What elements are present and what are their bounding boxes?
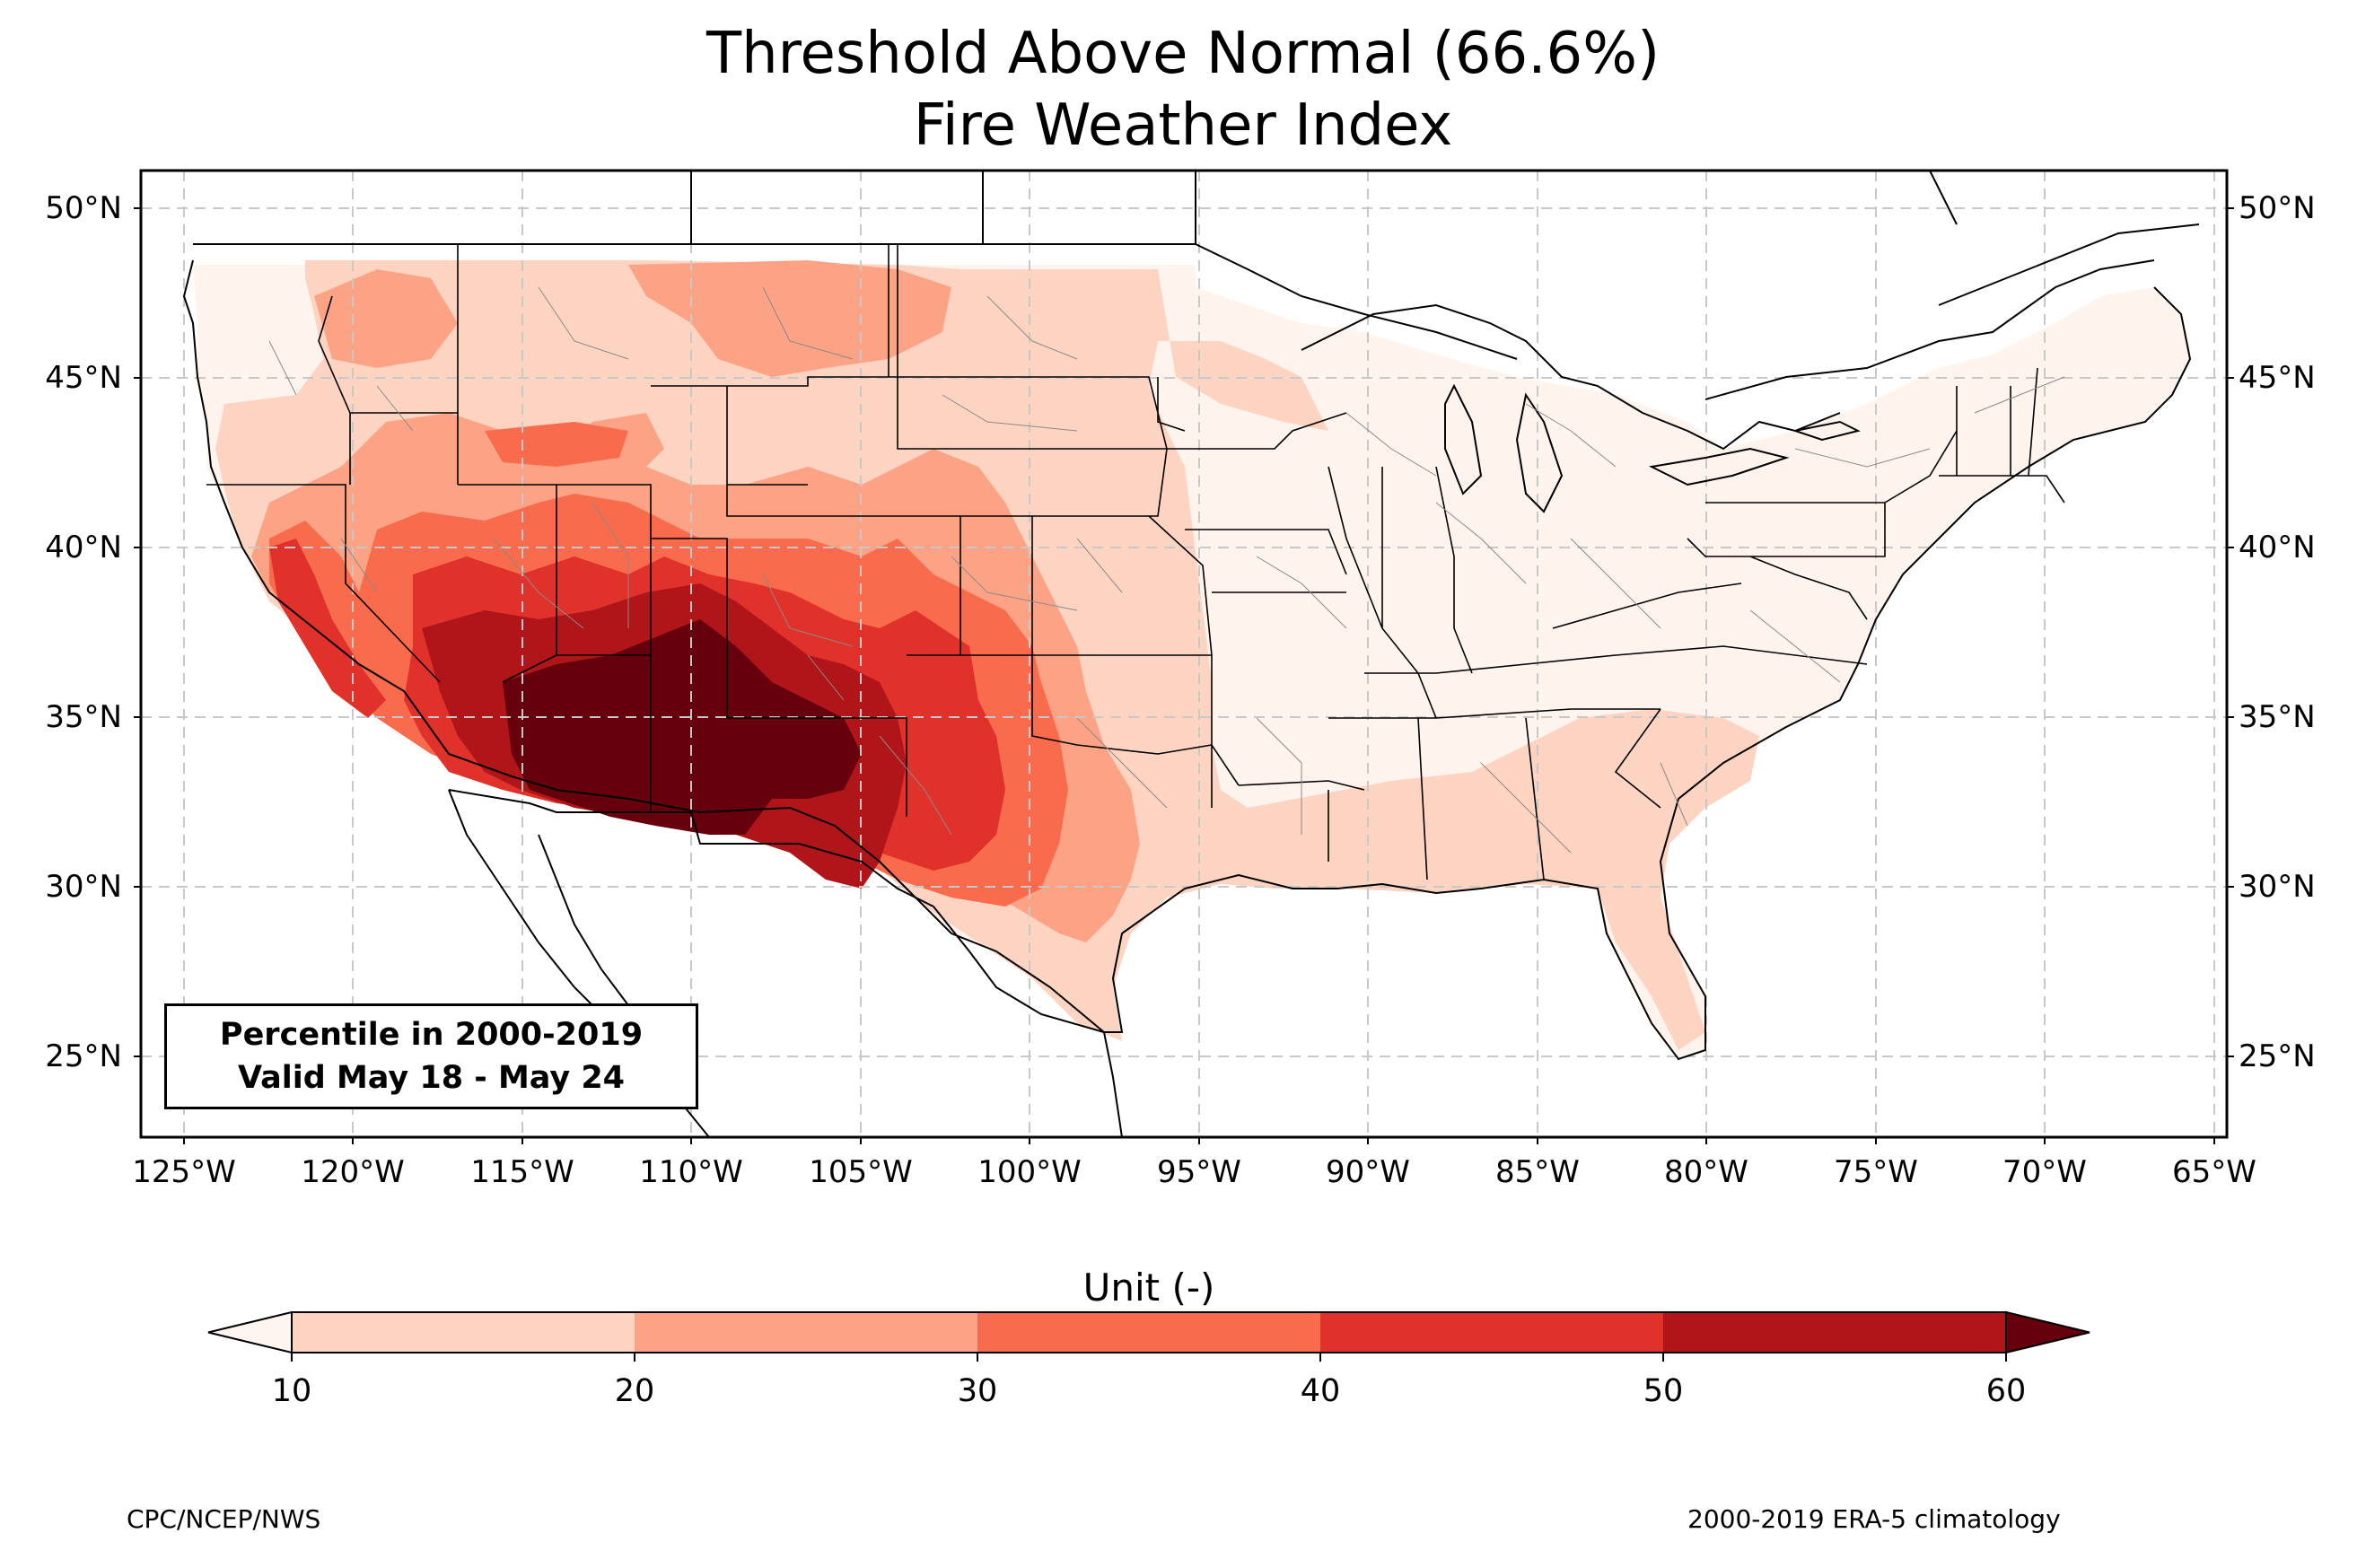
contour-30-40-idaho [485,422,628,467]
lon-label-90w: 90°W [1326,1154,1410,1190]
contour-above-60-arizona-newmexico [503,619,862,835]
colorbar-frame [291,1311,2007,1353]
percentile-range-text: Percentile in 2000-2019 [219,1017,644,1053]
lon-label-120w: 120°W [301,1154,405,1190]
percentile-info-box: Percentile in 2000-2019 Valid May 18 - M… [164,1003,698,1109]
colorbar-segment-20-30 [635,1312,977,1353]
colorbar-tick-60: 60 [1985,1373,2027,1409]
colorbar-over-extension [2005,1310,2090,1354]
colorbar-tick-50: 50 [1643,1373,1684,1409]
colorbar-under-extension [207,1310,293,1354]
lat-label-right-45: 45°N [2239,360,2316,396]
lat-label-right-35: 35°N [2239,699,2316,735]
colorbar-tick-30: 30 [957,1373,998,1409]
lon-label-85w: 85°W [1495,1154,1580,1190]
chart-title: Threshold Above Normal (66.6%) [705,21,1661,87]
map-frame [139,169,2229,1139]
colorbar-segment-10-20 [292,1312,635,1353]
lon-label-65w: 65°W [2172,1154,2256,1190]
colorbar-unit-label: Unit (-) [1082,1266,1215,1310]
axis-ticks [134,207,2234,1144]
lat-label-right-25: 25°N [2239,1038,2316,1074]
lon-label-80w: 80°W [1664,1154,1748,1190]
colorbar-tick-10: 10 [271,1373,312,1409]
canada-border [193,171,2155,400]
source-credit: CPC/NCEP/NWS [127,1504,321,1534]
contour-20-30-montana [628,260,951,377]
chart-subtitle: Fire Weather Index [913,92,1453,159]
contour-20-30-northern-rockies [314,269,458,368]
lon-label-125w: 125°W [132,1154,236,1190]
lat-label-right-40: 40°N [2239,530,2316,565]
colorbar-tick-40: 40 [1300,1373,1341,1409]
valid-dates-text: Valid May 18 - May 24 [237,1060,626,1096]
state-borders [206,244,2065,880]
map-content [141,171,2227,1137]
lat-label-left-25: 25°N [45,1038,122,1074]
lat-label-left-30: 30°N [45,869,122,905]
colorbar-tick-20: 20 [614,1373,655,1409]
lat-label-right-30: 30°N [2239,869,2316,905]
colorbar-segment-30-40 [977,1312,1320,1353]
lat-label-left-35: 35°N [45,699,122,735]
lon-label-115w: 115°W [470,1154,574,1190]
colorbar [207,1310,2090,1362]
lat-label-left-40: 40°N [45,530,122,565]
lon-label-95w: 95°W [1157,1154,1241,1190]
contour-40-50-california [269,539,386,718]
lon-label-105w: 105°W [809,1154,913,1190]
colorbar-segment-40-50 [1320,1312,1663,1353]
conus-coastline [182,259,2192,1061]
lon-label-75w: 75°W [1834,1154,1918,1190]
lat-label-left-50: 50°N [45,190,122,226]
lat-label-right-50: 50°N [2239,190,2316,226]
canada-internal-lines [690,171,2200,306]
lon-label-70w: 70°W [2002,1154,2087,1190]
lon-label-100w: 100°W [977,1154,1082,1190]
great-lakes [1301,303,1861,513]
lat-label-left-45: 45°N [45,360,122,396]
lon-label-110w: 110°W [639,1154,743,1190]
colorbar-segment-50-60 [1663,1312,2006,1353]
climate-division-lines [268,286,2065,854]
climatology-note: 2000-2019 ERA-5 climatology [1687,1504,2061,1534]
